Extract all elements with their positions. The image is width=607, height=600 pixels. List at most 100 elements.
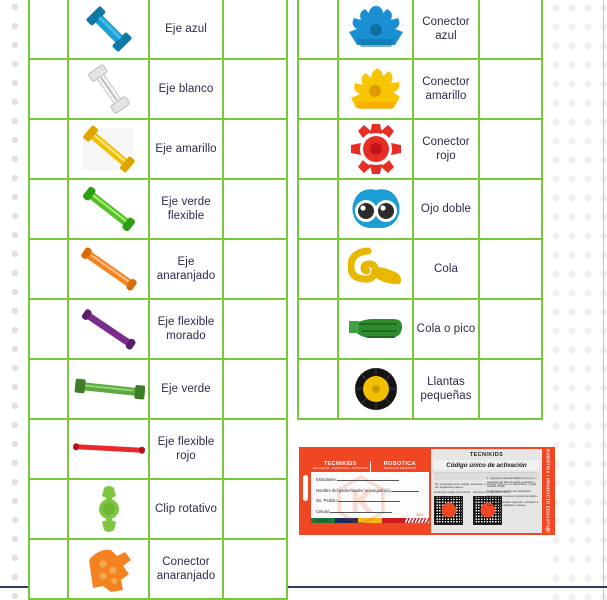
part-image-cell: [67, 178, 150, 240]
checkbox-cell[interactable]: [297, 118, 339, 180]
bottom-rule: [0, 586, 607, 588]
checkbox-cell[interactable]: [28, 58, 69, 120]
card-field-row[interactable]: Fecha:____/____/20____: [316, 518, 424, 523]
quantity-cell[interactable]: [478, 178, 543, 240]
card-field-row[interactable]: Nombre del padre/madre/ encargado(a):: [316, 487, 424, 493]
part-image-cell: [67, 238, 150, 300]
checkbox-cell[interactable]: [28, 118, 69, 180]
quantity-cell[interactable]: [222, 238, 288, 300]
table-row: Eje flexible morado: [28, 298, 288, 360]
card-field-row[interactable]: No. Pedido:: [316, 497, 424, 503]
checkbox-cell[interactable]: [297, 238, 339, 300]
table-row: Llantas pequeñas: [297, 358, 543, 420]
checkbox-cell[interactable]: [28, 418, 69, 480]
part-name-cell: Conector rojo: [412, 118, 480, 180]
table-row: Eje amarillo: [28, 118, 288, 180]
part-image-cell: [337, 238, 414, 300]
part-name-cell: Conector amarillo: [412, 58, 480, 120]
conector-anaranjado-icon: [69, 540, 148, 598]
quantity-cell[interactable]: [478, 358, 543, 420]
brand-program-sub: PRODUCTO EDUCATIVO: [383, 467, 416, 470]
quantity-cell[interactable]: [222, 298, 288, 360]
qr-code-icon[interactable]: [473, 495, 503, 525]
checkbox-cell[interactable]: [28, 358, 69, 420]
part-image-cell: [67, 538, 150, 600]
quantity-cell[interactable]: [222, 358, 288, 420]
card-field-line[interactable]: [336, 476, 399, 481]
strip-navy: [334, 518, 359, 523]
quantity-cell[interactable]: [222, 538, 288, 600]
checkbox-cell[interactable]: [28, 238, 69, 300]
card-brand-title: TECNIKIDS: [469, 452, 504, 458]
table-row: Eje anaranjado: [28, 238, 288, 300]
card-field-label: Nombre del padre/madre/ encargado(a):: [316, 487, 391, 493]
checkbox-cell[interactable]: [28, 538, 69, 600]
quantity-cell[interactable]: [222, 418, 288, 480]
card-field-line[interactable]: [390, 487, 419, 492]
eje-flexible-rojo-icon: [69, 420, 148, 478]
checkbox-cell[interactable]: [297, 58, 339, 120]
card-field-label: Celular:: [316, 508, 331, 514]
part-image-cell: [67, 298, 150, 360]
quantity-cell[interactable]: [222, 0, 288, 60]
brand-program: ROBOTICA PRODUCTO EDUCATIVO: [370, 461, 429, 472]
qr-block[interactable]: Escanear el código para iPhone: [473, 491, 509, 525]
card-side-tab-text: ROBÓTICA / PRODUCTO EDUCATIVO: [545, 449, 550, 533]
eje-verde-icon: [69, 360, 148, 418]
part-image-cell: [337, 178, 414, 240]
table-row: Conector anaranjado: [28, 538, 288, 600]
table-row: Ojo doble: [297, 178, 543, 240]
quantity-cell[interactable]: [222, 58, 288, 120]
card-field-row[interactable]: Celular:: [316, 508, 424, 514]
card-subtitle: Código único de activación: [434, 460, 539, 470]
checkbox-cell[interactable]: [297, 178, 339, 240]
checkbox-cell[interactable]: [28, 478, 69, 540]
part-name-cell: Conector anaranjado: [148, 538, 224, 600]
quantity-cell[interactable]: [478, 0, 543, 60]
quantity-cell[interactable]: [478, 118, 543, 180]
qr-caption: Escanear el código para iPhone: [473, 491, 509, 495]
checkbox-cell[interactable]: [28, 178, 69, 240]
part-image-cell: [337, 298, 414, 360]
card-field-line[interactable]: [330, 508, 393, 513]
part-name-cell: Eje flexible morado: [148, 298, 224, 360]
part-image-cell: [337, 358, 414, 420]
card-punch-hole: [303, 475, 308, 501]
qr-block[interactable]: Escanear el código para Android: [434, 491, 470, 525]
card-brand-bar: TECNIKIDS EDUCACION - TECNOLOGIA - DIVER…: [311, 461, 429, 472]
part-name-cell: Conector azul: [412, 0, 480, 60]
part-name-cell: Cola: [412, 238, 480, 300]
quantity-cell[interactable]: [222, 178, 288, 240]
checkbox-cell[interactable]: [297, 0, 339, 60]
part-image-cell: [337, 58, 414, 120]
activation-step: 4. Listo, ya puedes ingresar y acceder a…: [487, 499, 539, 508]
cola-icon: [339, 240, 412, 298]
table-row: Conector rojo: [297, 118, 543, 180]
right-dot-field: [548, 0, 607, 600]
part-name-cell: Cola o pico: [412, 298, 480, 360]
card-form-fields: Estudiante: Nombre del padre/madre/ encar…: [311, 472, 429, 523]
quantity-cell[interactable]: [478, 238, 543, 300]
table-row: Eje verde flexible: [28, 178, 288, 240]
table-row: Conector azul: [297, 0, 543, 60]
quantity-cell[interactable]: [222, 478, 288, 540]
quantity-cell[interactable]: [478, 58, 543, 120]
card-form-code: 1101: [416, 513, 423, 517]
checkbox-cell[interactable]: [297, 298, 339, 360]
card-field-suffix: ____/____/20____: [328, 518, 364, 523]
card-field-line[interactable]: [337, 497, 400, 503]
part-image-cell: [67, 118, 150, 180]
card-side-tab-code: 1101: [544, 528, 551, 531]
card-color-strips: [311, 518, 429, 523]
checkbox-cell[interactable]: [297, 358, 339, 420]
conector-rojo-icon: [339, 120, 412, 178]
tecnikids-watermark-icon: [337, 475, 385, 523]
quantity-cell[interactable]: [478, 298, 543, 360]
checkbox-cell[interactable]: [28, 0, 69, 60]
quantity-cell[interactable]: [222, 118, 288, 180]
card-field-row[interactable]: Estudiante:: [316, 476, 424, 482]
strip-hatch: [405, 518, 429, 523]
table-row: Conector amarillo: [297, 58, 543, 120]
checkbox-cell[interactable]: [28, 298, 69, 360]
qr-code-icon[interactable]: [434, 495, 463, 525]
